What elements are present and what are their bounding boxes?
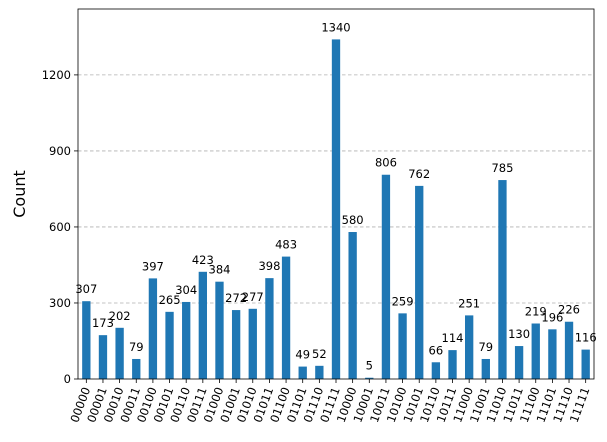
- bar-value-label: 277: [242, 290, 264, 304]
- bar-value-label: 806: [375, 156, 397, 170]
- bar-01011: [265, 278, 274, 379]
- bar-value-label: 307: [75, 282, 97, 296]
- bar-10001: [365, 377, 374, 379]
- y-tick-label: 0: [64, 372, 71, 386]
- bar-01000: [215, 281, 224, 379]
- bar-00001: [98, 335, 108, 379]
- bar-11101: [548, 329, 557, 379]
- bar-value-label: 265: [159, 293, 181, 307]
- bar-01110: [315, 365, 324, 379]
- y-axis-ticks: 0 300 600 900 1200: [42, 68, 78, 386]
- bar-10011: [381, 174, 391, 379]
- x-axis-ticks: 0000000001000100001100100001010011000111…: [67, 379, 592, 424]
- bar-00010: [115, 327, 124, 379]
- bar-10101: [415, 185, 424, 379]
- bar-value-label: 79: [478, 340, 493, 354]
- bar-10111: [448, 350, 457, 379]
- y-tick-label: 300: [49, 296, 71, 310]
- bar-00100: [148, 278, 158, 379]
- bar-01100: [281, 256, 291, 379]
- y-axis-title: Count: [10, 170, 29, 218]
- bar-11111: [581, 349, 590, 379]
- bar-11001: [481, 358, 490, 379]
- bar-value-label: 196: [541, 310, 563, 324]
- bar-value-label: 130: [508, 327, 530, 341]
- bar-value-label: 384: [209, 263, 231, 277]
- bar-value-label: 272: [225, 291, 247, 305]
- bars: [82, 39, 590, 380]
- bar-00110: [182, 301, 191, 379]
- bar-value-label: 483: [275, 238, 297, 252]
- bar-11110: [564, 321, 574, 379]
- bar-value-label: 398: [258, 259, 280, 273]
- bar-value-label: 580: [342, 213, 364, 227]
- bar-11010: [498, 180, 507, 379]
- bar-value-label: 5: [366, 359, 373, 373]
- bar-value-label: 762: [408, 167, 430, 181]
- bar-00111: [198, 271, 207, 379]
- bar-01111: [331, 39, 341, 380]
- bar-value-label: 259: [392, 294, 414, 308]
- bar-11011: [514, 346, 524, 379]
- plot-frame: [77, 8, 595, 380]
- bar-value-label: 423: [192, 253, 214, 267]
- bar-value-label: 52: [312, 347, 327, 361]
- bar-01010: [248, 308, 257, 379]
- bar-value-label: 116: [575, 331, 597, 345]
- bar-10110: [431, 362, 441, 379]
- bar-value-label: 173: [92, 316, 114, 330]
- bar-00000: [82, 301, 91, 379]
- bar-00011: [132, 358, 141, 379]
- bar-11100: [531, 323, 540, 379]
- bar-value-label: 785: [491, 161, 513, 175]
- bar-01101: [298, 366, 307, 379]
- bar-value-label: 397: [142, 259, 164, 273]
- bar-value-label: 251: [458, 296, 480, 310]
- bar-value-label: 66: [429, 343, 444, 357]
- bar-10100: [398, 313, 407, 379]
- y-tick-label: 900: [49, 144, 71, 158]
- bar-value-label: 114: [442, 331, 464, 345]
- bar-value-label: 202: [109, 309, 131, 323]
- bar-10000: [348, 232, 357, 379]
- bar-value-label: 219: [525, 305, 547, 319]
- bar-value-label: 1340: [321, 20, 350, 34]
- bar-value-label: 226: [558, 303, 580, 317]
- bar-value-label: 304: [175, 283, 197, 297]
- bar-11000: [465, 315, 474, 379]
- bar-value-label: 49: [295, 348, 310, 362]
- bar-01001: [231, 310, 241, 379]
- y-tick-label: 1200: [42, 68, 71, 82]
- bar-value-label: 79: [129, 340, 144, 354]
- bar-00101: [165, 311, 174, 379]
- y-tick-label: 600: [49, 220, 71, 234]
